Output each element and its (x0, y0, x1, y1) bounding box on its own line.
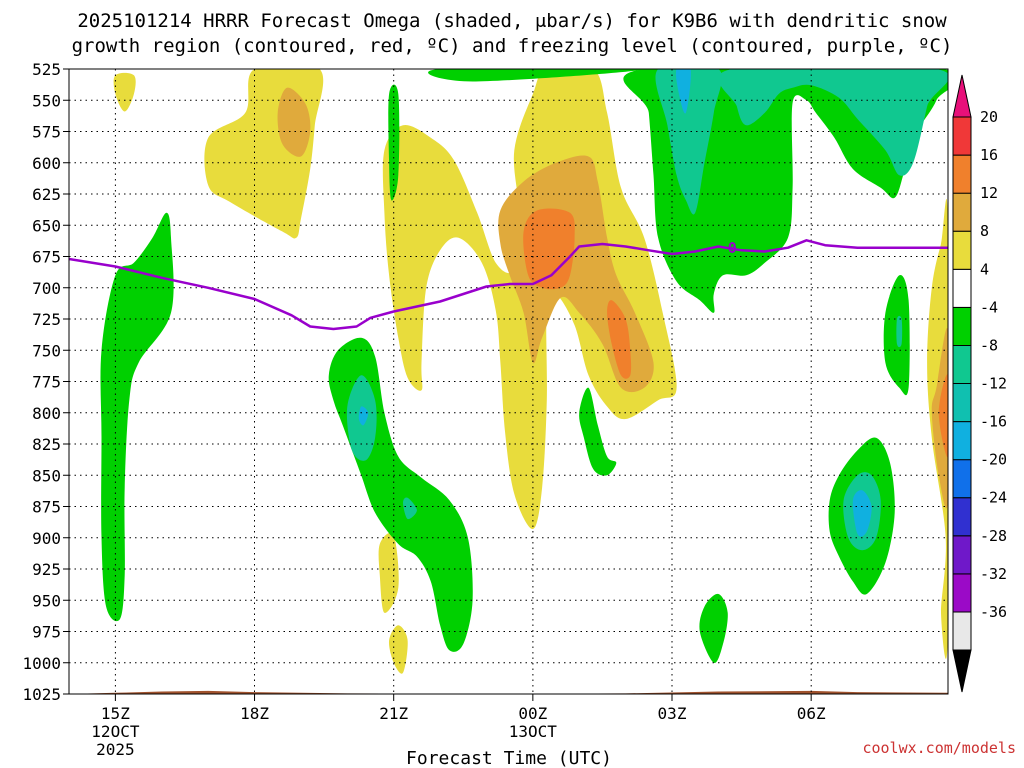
omega-region-24 (699, 593, 728, 664)
y-axis: 525 550 575 600 625 650 675 700 725 750 775 800 825 8… (22, 60, 69, 704)
colorbar-segment (952, 192, 972, 232)
colorbar-segment (952, 154, 972, 194)
omega-region-17 (388, 84, 400, 201)
colorbar-segment (952, 230, 972, 270)
chart-title-line1: 2025101214 HRRR Forecast Omega (shaded, … (77, 10, 947, 32)
omega-shading (100, 69, 948, 674)
gridlines (69, 69, 948, 694)
colorbar-label: -16 (980, 413, 1007, 431)
omega-region-21 (655, 69, 722, 215)
omega-region-13 (328, 337, 473, 652)
y-tick-label: 750 (32, 341, 61, 360)
omega-region-11 (938, 374, 948, 457)
colorbar-segment (952, 535, 972, 575)
freezing-level-label: 0 (728, 239, 737, 257)
colorbar-label: -8 (980, 336, 998, 354)
omega-region-22 (675, 69, 691, 114)
y-tick-label: 875 (32, 498, 61, 517)
colorbar-label: 20 (980, 108, 998, 126)
colorbar-label: 4 (980, 260, 989, 278)
x-axis-label: Forecast Time (UTC) (406, 748, 612, 768)
y-tick-label: 1025 (22, 685, 61, 704)
omega-region-15 (358, 406, 369, 426)
y-tick-label: 600 (32, 154, 61, 173)
omega-region-16 (403, 497, 417, 520)
colorbar-label: -4 (980, 298, 998, 316)
colorbar-segment (952, 573, 972, 613)
colorbar-label: -12 (980, 375, 1007, 393)
colorbar-segment (952, 611, 972, 651)
omega-region-26 (896, 315, 903, 348)
colorbar-label: -20 (980, 451, 1007, 469)
x-tick-label: 18Z (240, 704, 269, 723)
x-tick-label: 06Z (797, 704, 826, 723)
x-tick-date: 12OCT (91, 722, 140, 741)
omega-region-23 (718, 69, 948, 176)
y-tick-label: 525 (32, 60, 61, 79)
y-tick-label: 850 (32, 466, 61, 485)
y-tick-label: 625 (32, 185, 61, 204)
omega-region-29 (852, 490, 872, 537)
x-tick-label: 21Z (379, 704, 408, 723)
x-tick-year: 2025 (96, 740, 135, 759)
y-tick-label: 1000 (22, 654, 61, 673)
omega-region-6 (607, 300, 632, 379)
surface-terrain (69, 690, 948, 694)
y-tick-label: 725 (32, 310, 61, 329)
y-tick-label: 900 (32, 529, 61, 548)
omega-region-0 (113, 72, 136, 112)
freezing-level-line (69, 239, 948, 331)
omega-region-2 (277, 87, 311, 157)
colorbar-segment (952, 421, 972, 461)
freezing-level-contour: 0 (69, 239, 948, 331)
omega-region-5 (523, 208, 575, 290)
y-tick-label: 950 (32, 591, 61, 610)
y-tick-label: 575 (32, 123, 61, 142)
y-tick-label: 825 (32, 435, 61, 454)
y-tick-label: 650 (32, 216, 61, 235)
y-tick-label: 700 (32, 279, 61, 298)
y-tick-label: 675 (32, 248, 61, 267)
colorbar-segment (952, 383, 972, 423)
omega-region-18 (579, 387, 617, 476)
colorbar-label: -24 (980, 489, 1007, 507)
colorbar-segment (952, 497, 972, 537)
omega-region-7 (378, 532, 399, 613)
omega-region-8 (388, 625, 408, 674)
colorbar-label: 12 (980, 184, 998, 202)
colorbar-label: -32 (980, 565, 1007, 583)
y-tick-label: 550 (32, 91, 61, 110)
y-tick-label: 800 (32, 404, 61, 423)
omega-region-12 (100, 212, 174, 622)
credit-text: coolwx.com/models (862, 739, 1016, 757)
y-tick-label: 775 (32, 373, 61, 392)
y-tick-label: 975 (32, 623, 61, 642)
colorbar-segment (952, 459, 972, 499)
x-tick-label: 03Z (658, 704, 687, 723)
y-tick-label: 925 (32, 560, 61, 579)
colorbar-segment (952, 306, 972, 346)
colorbar-label: -28 (980, 527, 1007, 545)
colorbar-label: 16 (980, 146, 998, 164)
colorbar-segment (952, 268, 972, 308)
colorbar-segment (952, 344, 972, 384)
colorbar-bottom-tip (952, 649, 972, 693)
chart-title-line2: growth region (contoured, red, ºC) and f… (72, 35, 953, 57)
x-tick-label: 00Z (518, 704, 547, 723)
omega-region-19 (428, 69, 645, 82)
colorbar-label: 8 (980, 222, 989, 240)
x-tick-date: 13OCT (509, 722, 558, 741)
colorbar-segment (952, 116, 972, 156)
colorbar-label: -36 (980, 603, 1007, 621)
x-tick-label: 15Z (101, 704, 130, 723)
plot-area: 0 (69, 69, 948, 694)
colorbar: 20 16 12 8 4 -4 -8 -12 -16 -20 -24 -28 -32 -36 (952, 74, 1007, 693)
colorbar-top-tip (952, 74, 972, 118)
surface-strip (69, 690, 948, 694)
